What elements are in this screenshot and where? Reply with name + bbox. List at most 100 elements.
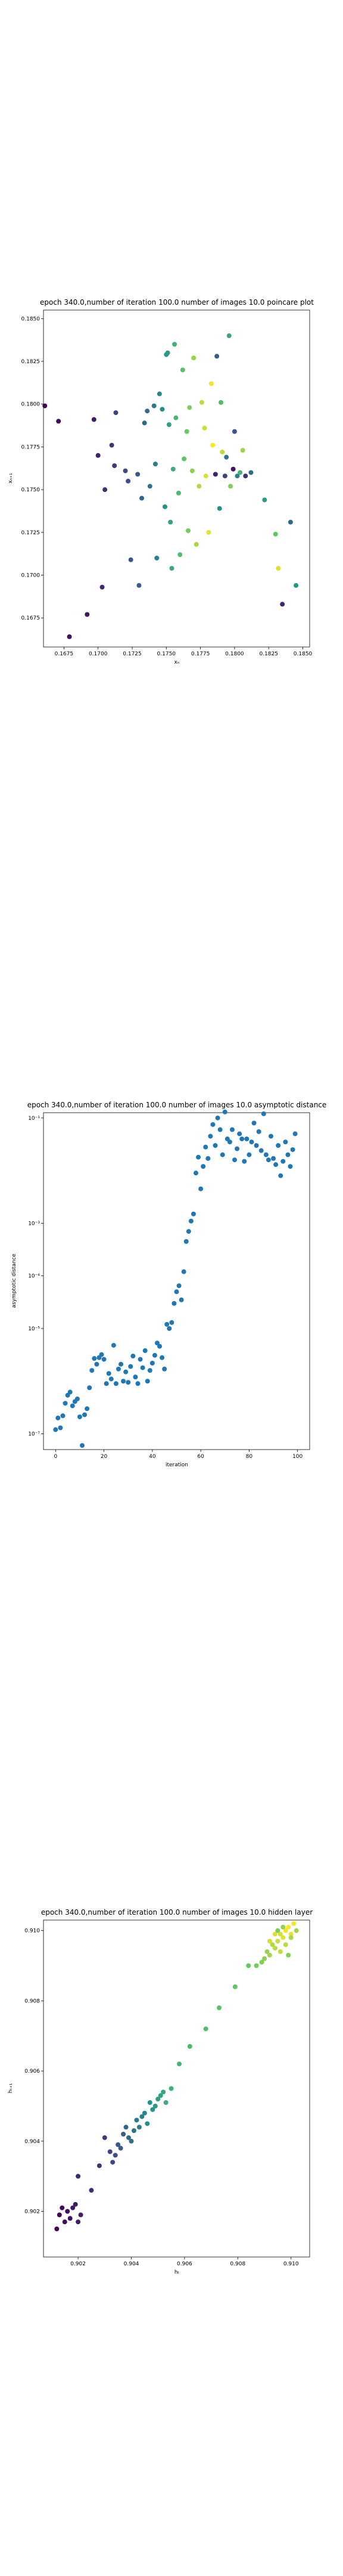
- data-point: [53, 1427, 58, 1432]
- x-tick-label: 0.1750: [157, 651, 176, 657]
- data-point: [217, 506, 222, 511]
- data-point: [254, 1143, 259, 1148]
- data-point: [129, 2138, 134, 2144]
- data-point: [247, 1152, 252, 1157]
- data-point: [82, 1412, 88, 1417]
- chart-poincare: epoch 340.0,number of iteration 100.0 nu…: [8, 298, 314, 665]
- data-point: [288, 1935, 294, 1940]
- x-tick-label: 0.902: [70, 2261, 86, 2267]
- x-tick-label: 0.1675: [55, 651, 74, 657]
- data-point: [186, 1229, 191, 1234]
- data-point: [272, 1931, 277, 1937]
- data-point: [165, 350, 170, 355]
- data-point: [181, 1269, 186, 1274]
- data-point: [276, 1143, 281, 1148]
- data-point: [139, 2114, 145, 2119]
- data-point: [277, 1949, 283, 1954]
- data-point: [248, 470, 254, 475]
- data-point: [201, 1164, 206, 1169]
- data-point: [254, 1963, 259, 1968]
- data-point: [142, 420, 147, 426]
- chart-title: epoch 340.0,number of iteration 100.0 nu…: [27, 1101, 327, 1109]
- data-point: [63, 1401, 68, 1406]
- y-ticks: 0.1675 0.1700 0.1725 0.1750 0.1775 0.1800 0.18…: [21, 316, 43, 621]
- data-point: [239, 1136, 245, 1141]
- data-point: [87, 1385, 92, 1391]
- data-point: [76, 2219, 81, 2225]
- data-point: [104, 1381, 109, 1386]
- data-point: [121, 2132, 126, 2137]
- plot-frame: [43, 1112, 310, 1450]
- data-point: [174, 1289, 179, 1295]
- data-point: [152, 1352, 157, 1358]
- data-point: [251, 1120, 257, 1126]
- data-point: [183, 1239, 189, 1244]
- data-point: [99, 1352, 104, 1357]
- y-tick-label: 0.1725: [21, 530, 40, 536]
- data-point: [210, 442, 216, 448]
- data-point: [230, 466, 236, 472]
- y-ticks: 0.902 0.904 0.906 0.908 0.910: [24, 1928, 43, 2215]
- data-point: [261, 1111, 266, 1116]
- data-point: [185, 528, 191, 533]
- data-point: [161, 2089, 166, 2095]
- y-tick-label: 10⁻³: [28, 1221, 40, 1227]
- data-point: [203, 1144, 208, 1150]
- data-point: [164, 1321, 170, 1327]
- data-point: [133, 1374, 138, 1380]
- data-point: [275, 1939, 280, 1944]
- y-tick-label: 0.1825: [21, 359, 40, 365]
- data-point: [286, 1924, 291, 1930]
- data-point: [57, 2212, 62, 2218]
- data-point: [280, 1159, 286, 1164]
- data-point: [130, 1354, 136, 1359]
- data-point: [160, 407, 165, 412]
- data-point: [110, 2160, 116, 2165]
- data-point: [263, 1152, 269, 1157]
- data-point: [162, 1366, 167, 1371]
- data-point: [42, 403, 48, 408]
- y-tick-label: 0.1800: [21, 402, 40, 408]
- data-point: [244, 1136, 250, 1141]
- x-axis-label: xₙ: [174, 660, 180, 665]
- data-point: [116, 1366, 121, 1371]
- data-point: [54, 2226, 60, 2231]
- data-point: [189, 468, 195, 473]
- data-point: [267, 1952, 272, 1958]
- chart-title: epoch 340.0,number of iteration 100.0 nu…: [40, 298, 314, 306]
- plot-frame: [43, 309, 310, 648]
- data-point: [275, 1928, 280, 1933]
- data-point: [199, 400, 204, 405]
- data-point: [96, 2163, 102, 2168]
- data-point: [111, 1343, 116, 1348]
- y-tick-label: 0.1675: [21, 615, 40, 621]
- data-point: [276, 566, 281, 571]
- data-point: [228, 484, 233, 489]
- data-point: [145, 2121, 150, 2126]
- data-point: [264, 1949, 270, 1954]
- data-point: [123, 2125, 129, 2130]
- data-point: [67, 634, 72, 639]
- data-point: [126, 478, 131, 484]
- plot-frame: [43, 1919, 310, 2258]
- data-point: [246, 1963, 251, 1968]
- data-point: [163, 504, 168, 509]
- data-point: [237, 1131, 242, 1137]
- y-tick-label: 0.904: [24, 2139, 40, 2145]
- data-point: [262, 1956, 267, 1961]
- data-point: [65, 2209, 70, 2214]
- chart-hidden-layer: epoch 340.0,number of iteration 100.0 nu…: [8, 1908, 313, 2275]
- data-point: [222, 473, 227, 479]
- data-point: [147, 2100, 152, 2106]
- data-point: [242, 1159, 247, 1164]
- data-point: [168, 519, 173, 525]
- data-point: [118, 2145, 123, 2151]
- x-ticks: 0.902 0.904 0.906 0.908 0.910: [70, 2257, 299, 2267]
- data-point: [229, 1127, 235, 1132]
- data-point: [280, 1924, 286, 1930]
- data-point: [60, 2205, 65, 2210]
- x-tick-label: 0.904: [124, 2261, 139, 2267]
- data-point: [160, 1355, 165, 1360]
- x-tick-label: 0.1825: [259, 651, 278, 657]
- x-tick-label: 20: [101, 1454, 108, 1460]
